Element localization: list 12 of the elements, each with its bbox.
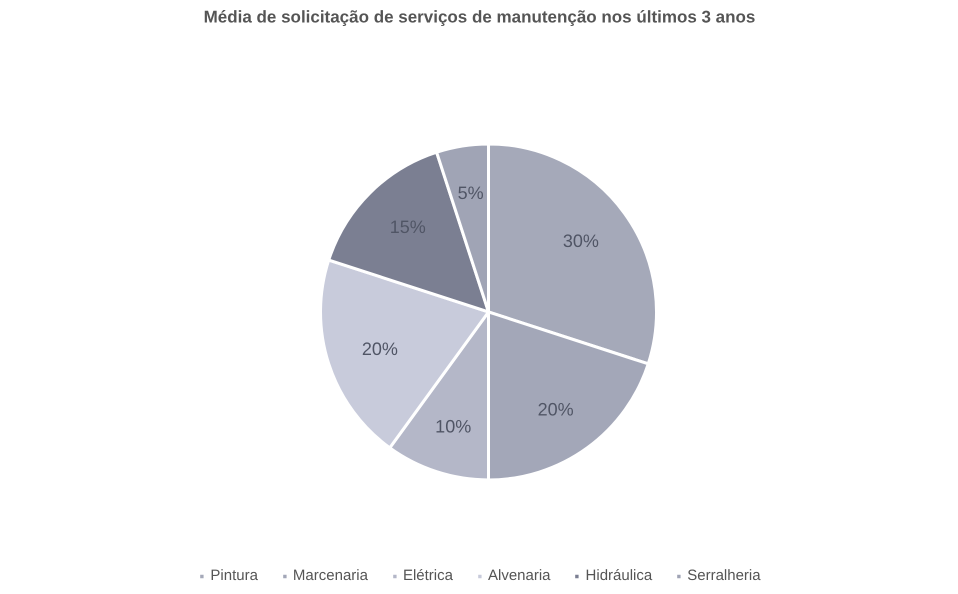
legend-label: Marcenaria	[292, 567, 368, 584]
data-label: 5%	[458, 182, 484, 203]
data-label: 10%	[435, 416, 472, 436]
chart-title: Média de solicitação de serviços de manutenção nos últimos 3 anos	[204, 8, 756, 26]
legend-label: Pintura	[210, 567, 258, 584]
data-label: 20%	[362, 339, 398, 360]
legend-label: Elétrica	[402, 567, 453, 584]
data-label: 30%	[562, 231, 599, 252]
legend-label: Serralheria	[687, 567, 761, 584]
data-label: 20%	[538, 399, 574, 420]
legend-label: Hidráulica	[586, 567, 652, 584]
legend-label: Alvenaria	[488, 567, 551, 584]
